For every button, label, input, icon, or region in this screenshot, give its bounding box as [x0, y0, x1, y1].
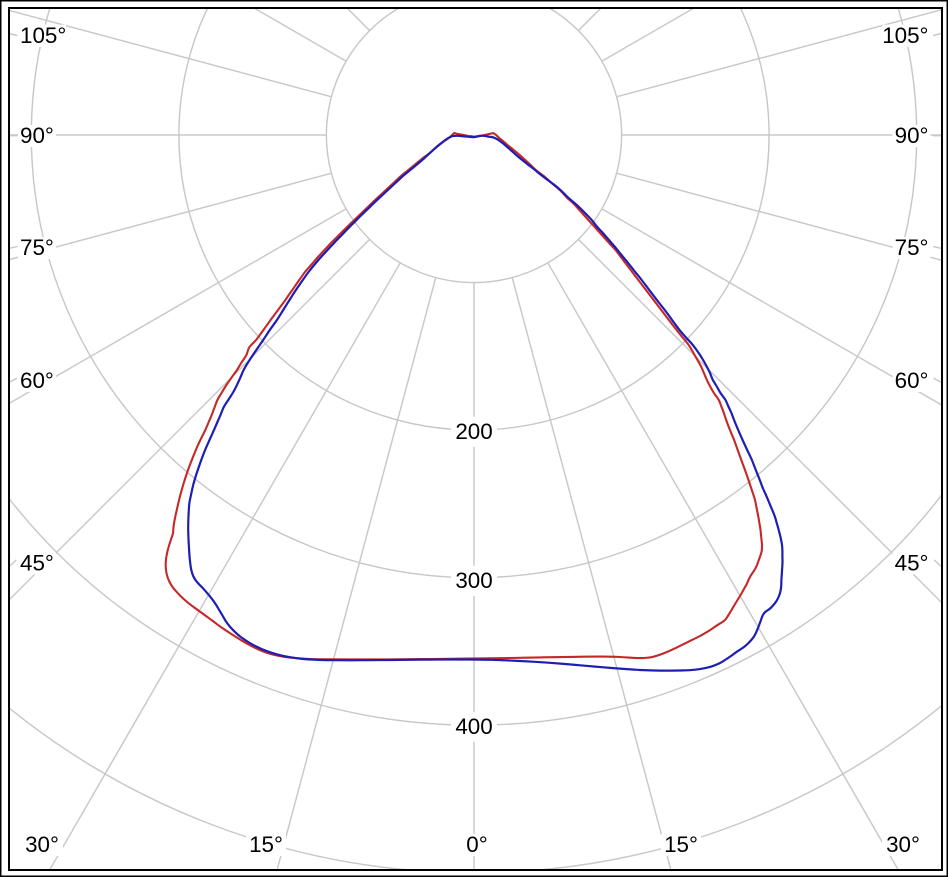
svg-text:0°: 0°: [466, 832, 487, 857]
svg-text:60°: 60°: [895, 368, 929, 393]
svg-text:105°: 105°: [20, 23, 66, 48]
svg-text:30°: 30°: [886, 832, 920, 857]
svg-text:105°: 105°: [882, 23, 928, 48]
svg-text:45°: 45°: [895, 551, 929, 576]
svg-text:60°: 60°: [20, 368, 54, 393]
svg-text:90°: 90°: [20, 123, 54, 148]
svg-text:400: 400: [455, 714, 492, 739]
svg-text:90°: 90°: [895, 123, 929, 148]
svg-text:15°: 15°: [249, 832, 283, 857]
svg-text:75°: 75°: [20, 235, 54, 260]
svg-text:200: 200: [455, 419, 492, 444]
svg-text:30°: 30°: [25, 832, 59, 857]
svg-text:300: 300: [455, 568, 492, 593]
svg-text:75°: 75°: [895, 235, 929, 260]
svg-text:15°: 15°: [664, 832, 698, 857]
svg-text:45°: 45°: [20, 551, 54, 576]
